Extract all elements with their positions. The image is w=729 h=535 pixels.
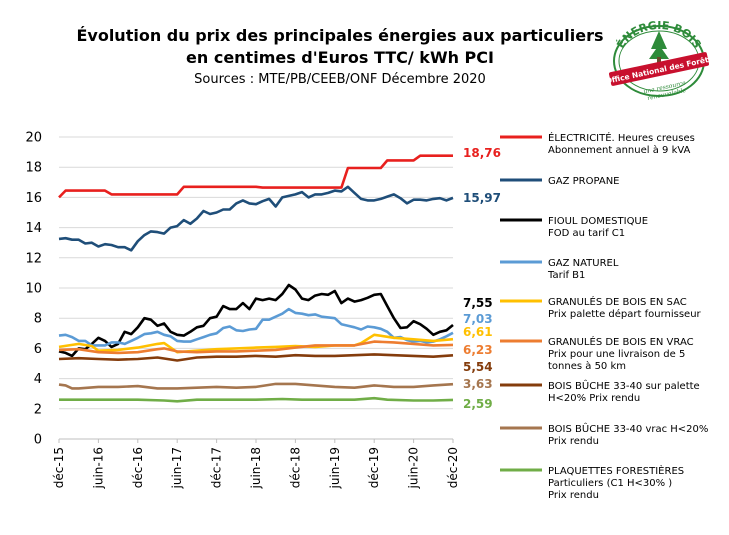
legend-label-0: Abonnement annuel à 9 kVA <box>548 144 691 156</box>
series-line-6 <box>58 353 454 362</box>
legend-label-8: Prix rendu <box>548 490 599 501</box>
end-label-8: 2,59 <box>463 397 493 411</box>
y-tick-label: 4 <box>34 372 42 387</box>
x-tick-label: déc-19 <box>367 447 381 488</box>
logo-band <box>609 52 709 86</box>
y-tick-label: 14 <box>25 221 42 236</box>
series-lines <box>58 154 454 403</box>
end-label-4: 6,61 <box>463 325 493 339</box>
legend-label-1: GAZ PROPANE <box>548 176 620 187</box>
x-tick-label: déc-15 <box>52 447 66 488</box>
legend-label-2: FOD au tarif C1 <box>548 228 625 239</box>
chart-subtitle: Sources : MTE/PB/CEEB/ONF Décembre 2020 <box>194 72 486 87</box>
end-label-7: 3,63 <box>463 377 493 391</box>
end-label-3: 7,03 <box>463 312 493 326</box>
y-tick-label: 10 <box>25 282 42 297</box>
series-line-5 <box>58 340 454 355</box>
energie-bois-logo: ÉNERGIE BOIS Office National des Forêts … <box>605 19 714 101</box>
x-tick-label: juin-17 <box>170 447 184 489</box>
legend-label-6: BOIS BÛCHE 33-40 sur palette <box>548 379 700 392</box>
end-label-0: 18,76 <box>463 146 501 160</box>
chart-grid <box>59 136 453 440</box>
y-tick-label: 0 <box>34 433 42 448</box>
end-labels: 18,76 15,97 7,55 7,036,61 6,23 5,54 3,63 2,59 <box>463 146 501 411</box>
y-tick-label: 18 <box>25 161 42 176</box>
x-tick-label: déc-18 <box>288 447 302 488</box>
series-line-8 <box>59 396 454 403</box>
y-tick-label: 12 <box>25 251 42 266</box>
series-line-7 <box>58 382 454 390</box>
legend-label-7: BOIS BÛCHE 33-40 vrac H<20% <box>548 422 708 435</box>
x-axis: déc-15 juin-16 déc-16 juin-17 déc-17 juin-18 d… <box>52 438 460 489</box>
legend-label-0: ÉLECTRICITÉ. Heures creuses <box>548 131 695 144</box>
legend-label-7: Prix rendu <box>548 436 599 447</box>
legend-label-6: H<20% Prix rendu <box>548 393 640 404</box>
y-tick-label: 8 <box>34 312 42 327</box>
x-tick-label: déc-16 <box>131 447 145 488</box>
series-line-0 <box>58 154 453 199</box>
x-tick-label: déc-20 <box>446 447 460 488</box>
y-tick-label: 6 <box>34 342 42 357</box>
y-axis: 0 2 4 6 8 10 12 14 16 18 20 <box>25 131 42 448</box>
y-tick-label: 20 <box>25 131 42 146</box>
end-label-1: 15,97 <box>463 191 501 205</box>
x-tick-label: juin-16 <box>91 447 105 489</box>
y-tick-label: 16 <box>25 191 42 206</box>
legend-label-8: PLAQUETTES FORESTIÈRES <box>548 464 684 477</box>
end-label-2: 7,55 <box>463 296 493 310</box>
x-tick-label: déc-17 <box>210 447 224 488</box>
x-tick-label: juin-20 <box>407 447 421 489</box>
legend-label-5: tonnes à 50 km <box>548 360 626 372</box>
end-label-6: 5,54 <box>463 360 493 374</box>
legend-label-3: GAZ NATUREL <box>548 258 619 269</box>
legend-label-5: Prix pour une livraison de 5 <box>548 349 685 360</box>
series-line-4 <box>58 333 454 354</box>
legend-label-8: Particuliers (C1 H<30% ) <box>548 478 672 489</box>
legend-label-4: Prix palette départ fournisseur <box>548 308 702 320</box>
series-line-2 <box>58 283 454 358</box>
y-tick-label: 2 <box>34 402 42 417</box>
chart-title-line1: Évolution du prix des principales énergi… <box>76 26 604 45</box>
series-line-3 <box>58 307 454 347</box>
legend-label-4: GRANULÉS DE BOIS EN SAC <box>548 295 687 308</box>
chart-title-line2: en centimes d'Euros TTC/ kWh PCI <box>186 48 494 67</box>
x-tick-label: juin-19 <box>328 447 342 489</box>
legend-label-2: FIOUL DOMESTIQUE <box>548 216 648 227</box>
end-label-5: 6,23 <box>463 343 493 357</box>
x-tick-label: juin-18 <box>249 447 263 489</box>
legend-label-3: Tarif B1 <box>547 270 585 281</box>
series-line-1 <box>58 185 454 252</box>
legend-label-5: GRANULÉS DE BOIS EN VRAC <box>548 335 694 348</box>
